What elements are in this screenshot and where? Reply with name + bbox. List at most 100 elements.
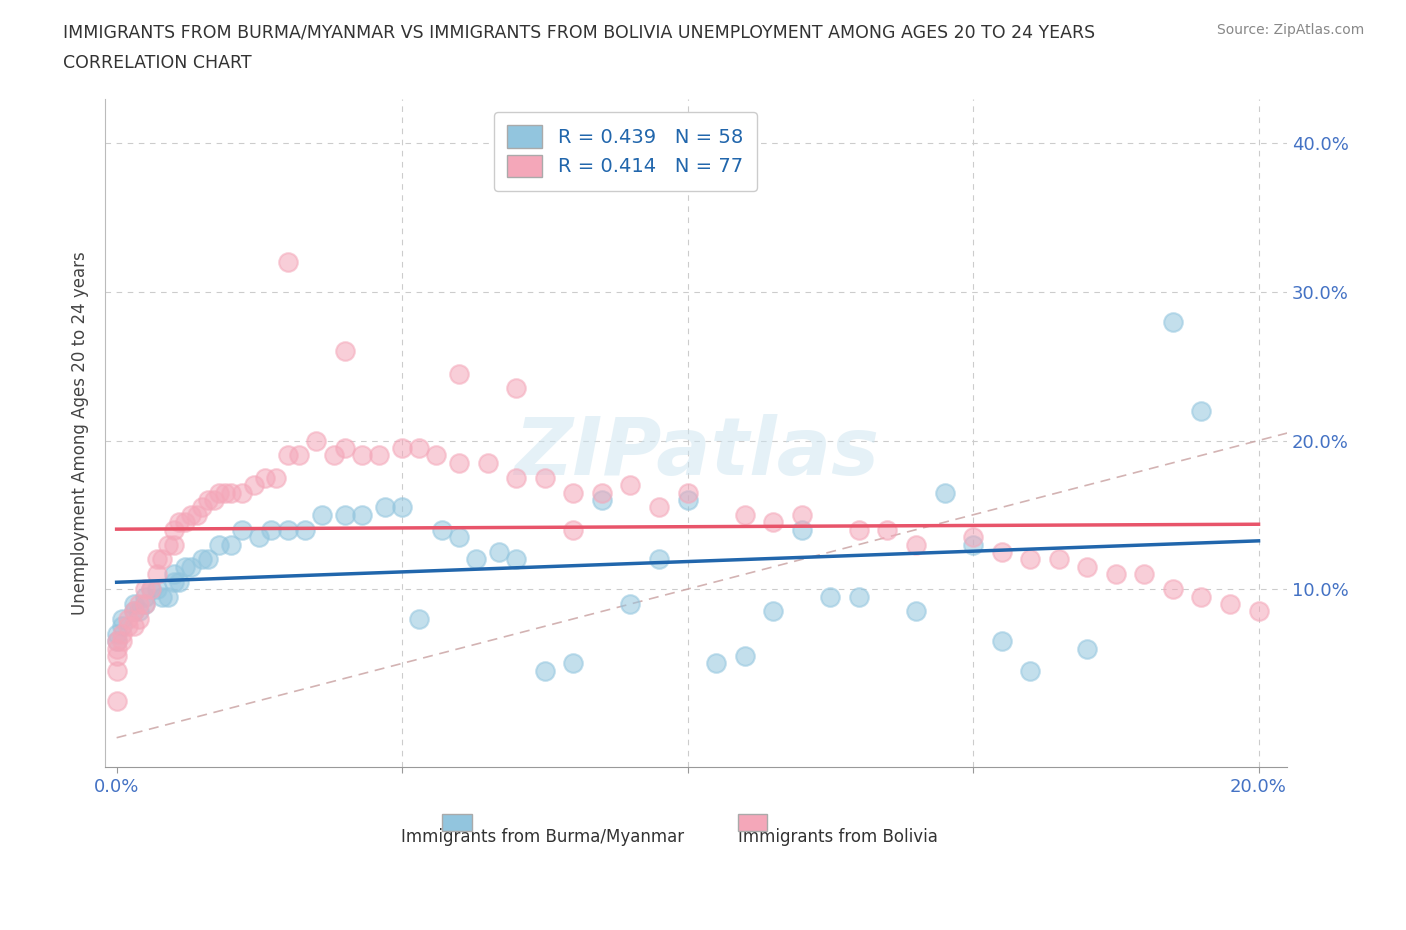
Point <box>449 530 471 545</box>
Point <box>117 611 139 626</box>
Point <box>477 456 499 471</box>
Point <box>122 618 145 633</box>
Point <box>562 485 585 500</box>
Point <box>191 552 214 567</box>
Point <box>591 485 613 500</box>
Point <box>122 596 145 611</box>
Point <box>163 523 186 538</box>
Point <box>1019 552 1042 567</box>
Point <box>1219 596 1241 611</box>
Point <box>619 478 641 493</box>
Point <box>1076 641 1098 656</box>
Point <box>704 656 727 671</box>
Point <box>247 530 270 545</box>
Point <box>820 589 842 604</box>
Point <box>352 448 374 463</box>
Point <box>277 255 299 270</box>
Point <box>186 508 208 523</box>
Point <box>562 656 585 671</box>
Point <box>163 574 186 589</box>
Point <box>134 596 156 611</box>
Point <box>534 471 557 485</box>
Point <box>260 523 283 538</box>
Legend: R = 0.439   N = 58, R = 0.414   N = 77: R = 0.439 N = 58, R = 0.414 N = 77 <box>494 112 756 191</box>
Point <box>648 552 671 567</box>
Point <box>156 589 179 604</box>
Point <box>391 441 413 456</box>
Point <box>208 538 231 552</box>
Point <box>197 552 219 567</box>
Point <box>962 538 984 552</box>
Point <box>562 523 585 538</box>
Point <box>904 538 927 552</box>
Point <box>288 448 311 463</box>
Point <box>111 633 134 648</box>
Point <box>762 604 785 618</box>
Point <box>197 493 219 508</box>
Point <box>180 508 202 523</box>
Point <box>111 618 134 633</box>
Point <box>311 508 333 523</box>
Point <box>408 611 430 626</box>
Point <box>163 538 186 552</box>
Point <box>848 523 870 538</box>
Point <box>962 530 984 545</box>
Point <box>676 493 699 508</box>
Text: Immigrants from Bolivia: Immigrants from Bolivia <box>738 828 938 845</box>
Point <box>214 485 236 500</box>
Text: Immigrants from Burma/Myanmar: Immigrants from Burma/Myanmar <box>401 828 685 845</box>
Point <box>790 523 813 538</box>
Point <box>449 456 471 471</box>
Point <box>333 441 356 456</box>
Point <box>333 508 356 523</box>
Point <box>374 500 396 515</box>
Point <box>619 596 641 611</box>
Point <box>408 441 430 456</box>
Point <box>425 448 447 463</box>
Point <box>128 596 150 611</box>
Point <box>676 485 699 500</box>
Point <box>219 485 242 500</box>
Point <box>990 633 1012 648</box>
Point <box>105 626 128 641</box>
Point <box>648 500 671 515</box>
Point <box>505 471 527 485</box>
Point <box>105 648 128 663</box>
Point <box>111 611 134 626</box>
Point <box>1105 566 1128 581</box>
Point <box>117 618 139 633</box>
Point <box>322 448 344 463</box>
Point <box>1076 559 1098 574</box>
Point <box>128 611 150 626</box>
Point <box>391 500 413 515</box>
Point <box>231 523 253 538</box>
Point <box>145 552 167 567</box>
Point <box>134 596 156 611</box>
Point <box>105 663 128 678</box>
Text: IMMIGRANTS FROM BURMA/MYANMAR VS IMMIGRANTS FROM BOLIVIA UNEMPLOYMENT AMONG AGES: IMMIGRANTS FROM BURMA/MYANMAR VS IMMIGRA… <box>63 23 1095 41</box>
Point <box>430 523 453 538</box>
Point <box>762 515 785 530</box>
Point <box>734 508 756 523</box>
Point <box>231 485 253 500</box>
Point <box>368 448 391 463</box>
Point <box>169 515 191 530</box>
Text: CORRELATION CHART: CORRELATION CHART <box>63 54 252 72</box>
Point <box>180 559 202 574</box>
Point <box>191 500 214 515</box>
Point <box>352 508 374 523</box>
Text: Source: ZipAtlas.com: Source: ZipAtlas.com <box>1216 23 1364 37</box>
Point <box>105 633 128 648</box>
FancyBboxPatch shape <box>441 815 471 831</box>
Point <box>134 581 156 596</box>
Point <box>277 448 299 463</box>
Text: ZIPatlas: ZIPatlas <box>513 414 879 492</box>
Point <box>990 545 1012 560</box>
Point <box>848 589 870 604</box>
Point <box>1191 404 1213 418</box>
Point <box>1047 552 1070 567</box>
Point <box>145 581 167 596</box>
Point <box>105 693 128 708</box>
Point <box>1161 314 1184 329</box>
Point <box>122 604 145 618</box>
